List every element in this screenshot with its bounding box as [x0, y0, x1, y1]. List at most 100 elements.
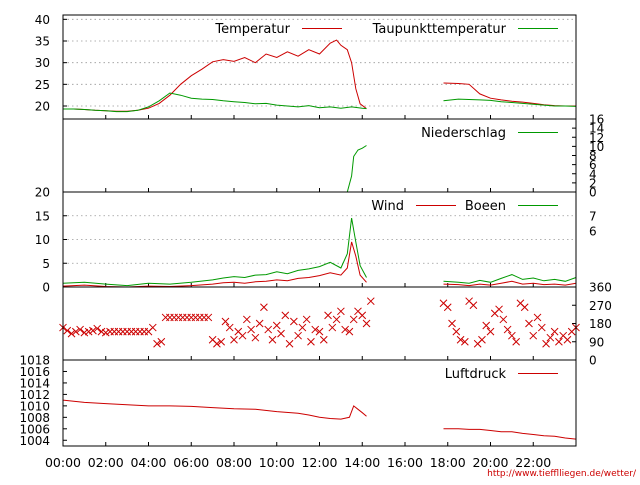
data-point: [251, 333, 260, 342]
panel-frame: [62, 359, 577, 447]
x-tick-label: 02:00: [88, 455, 124, 470]
data-point: [542, 339, 550, 348]
y-tick-label: 12: [589, 131, 604, 145]
data-point: [469, 301, 478, 310]
data-point: [482, 321, 491, 330]
data-point: [448, 319, 456, 328]
data-point: [67, 329, 76, 338]
data-point: [204, 313, 213, 322]
y-tick-label: 4: [589, 167, 597, 181]
legend-label: Niederschlag: [421, 126, 506, 141]
data-point: [495, 305, 503, 314]
y-tick-label: 1006: [19, 422, 50, 436]
data-point: [366, 297, 375, 306]
series-line: [443, 428, 577, 440]
x-tick-label: 14:00: [344, 455, 380, 470]
y-tick-label: 0: [589, 354, 597, 368]
x-tick-label: 12:00: [301, 455, 337, 470]
data-point: [546, 333, 555, 342]
y-tick-label: 1004: [19, 434, 50, 448]
data-point: [247, 325, 255, 334]
data-point: [332, 315, 341, 324]
series-line: [63, 39, 367, 112]
data-point: [289, 317, 298, 326]
data-point: [456, 335, 465, 344]
y-tick-label: 10: [35, 233, 50, 247]
data-point: [563, 335, 572, 344]
data-point: [221, 317, 230, 326]
x-tick-label: 00:00: [45, 455, 81, 470]
data-point: [264, 325, 273, 334]
data-point: [302, 315, 311, 324]
y-tick-label: 270: [589, 299, 612, 313]
series-line: [443, 280, 577, 287]
data-point: [298, 323, 307, 332]
legend-label: Boeen: [465, 199, 506, 214]
series-line: [443, 274, 577, 284]
series-line: [62, 399, 367, 420]
data-point: [157, 337, 166, 346]
data-point: [555, 337, 563, 346]
data-point: [349, 315, 358, 324]
data-point: [225, 323, 234, 332]
data-point: [255, 319, 264, 328]
data-point: [512, 337, 521, 346]
data-point: [362, 319, 371, 328]
y-tick-label-right: 6: [589, 225, 597, 239]
y-tick-label-right: 7: [589, 210, 597, 224]
legend-label: Temperatur: [214, 22, 290, 37]
y-tick-label: 1018: [19, 354, 50, 368]
data-point: [285, 339, 294, 348]
data-point: [272, 321, 281, 330]
x-tick-label: 16:00: [387, 455, 423, 470]
y-tick-label: 40: [35, 13, 50, 27]
y-tick-label: 14: [589, 122, 604, 136]
y-tick-label: 20: [35, 186, 50, 200]
credit-link: http://www.tiefflliegen.de/wetter/: [487, 469, 637, 479]
y-tick-label: 180: [589, 317, 612, 331]
legend-label: Taupunkttemperatur: [372, 22, 507, 37]
y-tick-label: 2: [589, 176, 597, 190]
series-line: [148, 145, 367, 193]
data-point: [230, 335, 238, 344]
panel-temperature: 20 25 30 35 40 Temperatur Taupunkttemperatur: [35, 13, 577, 120]
y-tick-label: 16: [589, 113, 604, 127]
y-tick-label: 1012: [19, 388, 50, 402]
data-point: [508, 331, 516, 340]
y-tick-label: 0: [42, 281, 50, 295]
y-tick-label: 10: [589, 140, 604, 154]
data-point: [238, 331, 247, 340]
data-point: [76, 325, 84, 334]
x-tick-label: 20:00: [472, 455, 508, 470]
y-tick-label: 1008: [19, 411, 50, 425]
data-point: [311, 325, 320, 334]
data-point: [89, 326, 97, 335]
y-tick-label: 30: [35, 56, 50, 70]
y-tick-label: 6: [589, 158, 597, 172]
data-point: [341, 325, 350, 334]
data-point: [486, 327, 495, 336]
data-point: [268, 335, 277, 344]
data-point: [63, 326, 72, 335]
data-point: [529, 331, 538, 340]
data-point: [71, 327, 80, 336]
data-point: [315, 327, 324, 336]
data-point: [478, 335, 486, 344]
y-tick-label: 90: [589, 335, 604, 349]
data-point: [520, 303, 529, 312]
x-tick-label: 18:00: [430, 455, 466, 470]
data-point: [294, 331, 302, 340]
data-point: [358, 311, 367, 320]
data-point: [345, 327, 354, 336]
y-tick-label: 15: [35, 209, 50, 223]
y-tick-label: 1014: [19, 376, 50, 390]
y-tick-label: 20: [35, 100, 50, 114]
data-point: [153, 339, 161, 348]
panel-frame: [62, 286, 577, 361]
data-point: [217, 337, 226, 346]
x-axis-labels: 00:00 02:00 04:00 06:00 08:00 10:00 12:00 14:00…: [45, 455, 551, 470]
data-point: [260, 303, 268, 312]
legend-label: Wind: [371, 199, 404, 214]
